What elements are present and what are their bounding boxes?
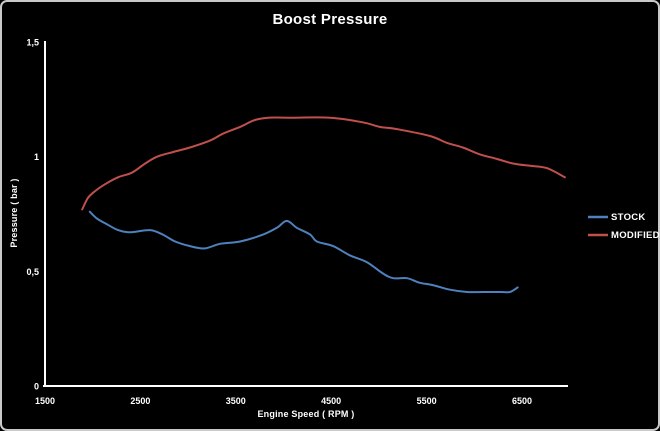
modified-series-line [81, 116, 566, 211]
x-tick-label: 3500 [226, 396, 246, 406]
y-axis-title: Pressure ( bar ) [9, 178, 19, 247]
y-tick-label: 1 [34, 152, 39, 162]
x-axis-tick-labels: 1500 2500 3500 4500 5500 6500 [35, 396, 532, 406]
legend-label-modified: MODIFIED [611, 230, 660, 241]
axes [43, 41, 568, 387]
x-tick-label: 6500 [512, 396, 532, 406]
legend-item-stock: STOCK [588, 212, 646, 223]
legend: STOCK MODIFIED [588, 212, 660, 241]
legend-label-stock: STOCK [611, 212, 646, 223]
y-tick-label: 0 [34, 382, 39, 392]
x-axis-title: Engine Speed ( RPM ) [257, 409, 354, 419]
x-tick-label: 2500 [130, 396, 150, 406]
plot-series [81, 116, 566, 294]
x-tick-label: 1500 [35, 396, 55, 406]
y-tick-label: 0,5 [26, 267, 39, 277]
y-tick-label: 1,5 [26, 38, 39, 48]
y-axis-tick-labels: 1,5 1 0,5 0 [26, 38, 39, 392]
legend-item-modified: MODIFIED [588, 230, 660, 241]
stock-series-line [88, 210, 519, 294]
x-tick-label: 4500 [321, 396, 341, 406]
x-tick-label: 5500 [417, 396, 437, 406]
chart-title: Boost Pressure [272, 11, 387, 28]
